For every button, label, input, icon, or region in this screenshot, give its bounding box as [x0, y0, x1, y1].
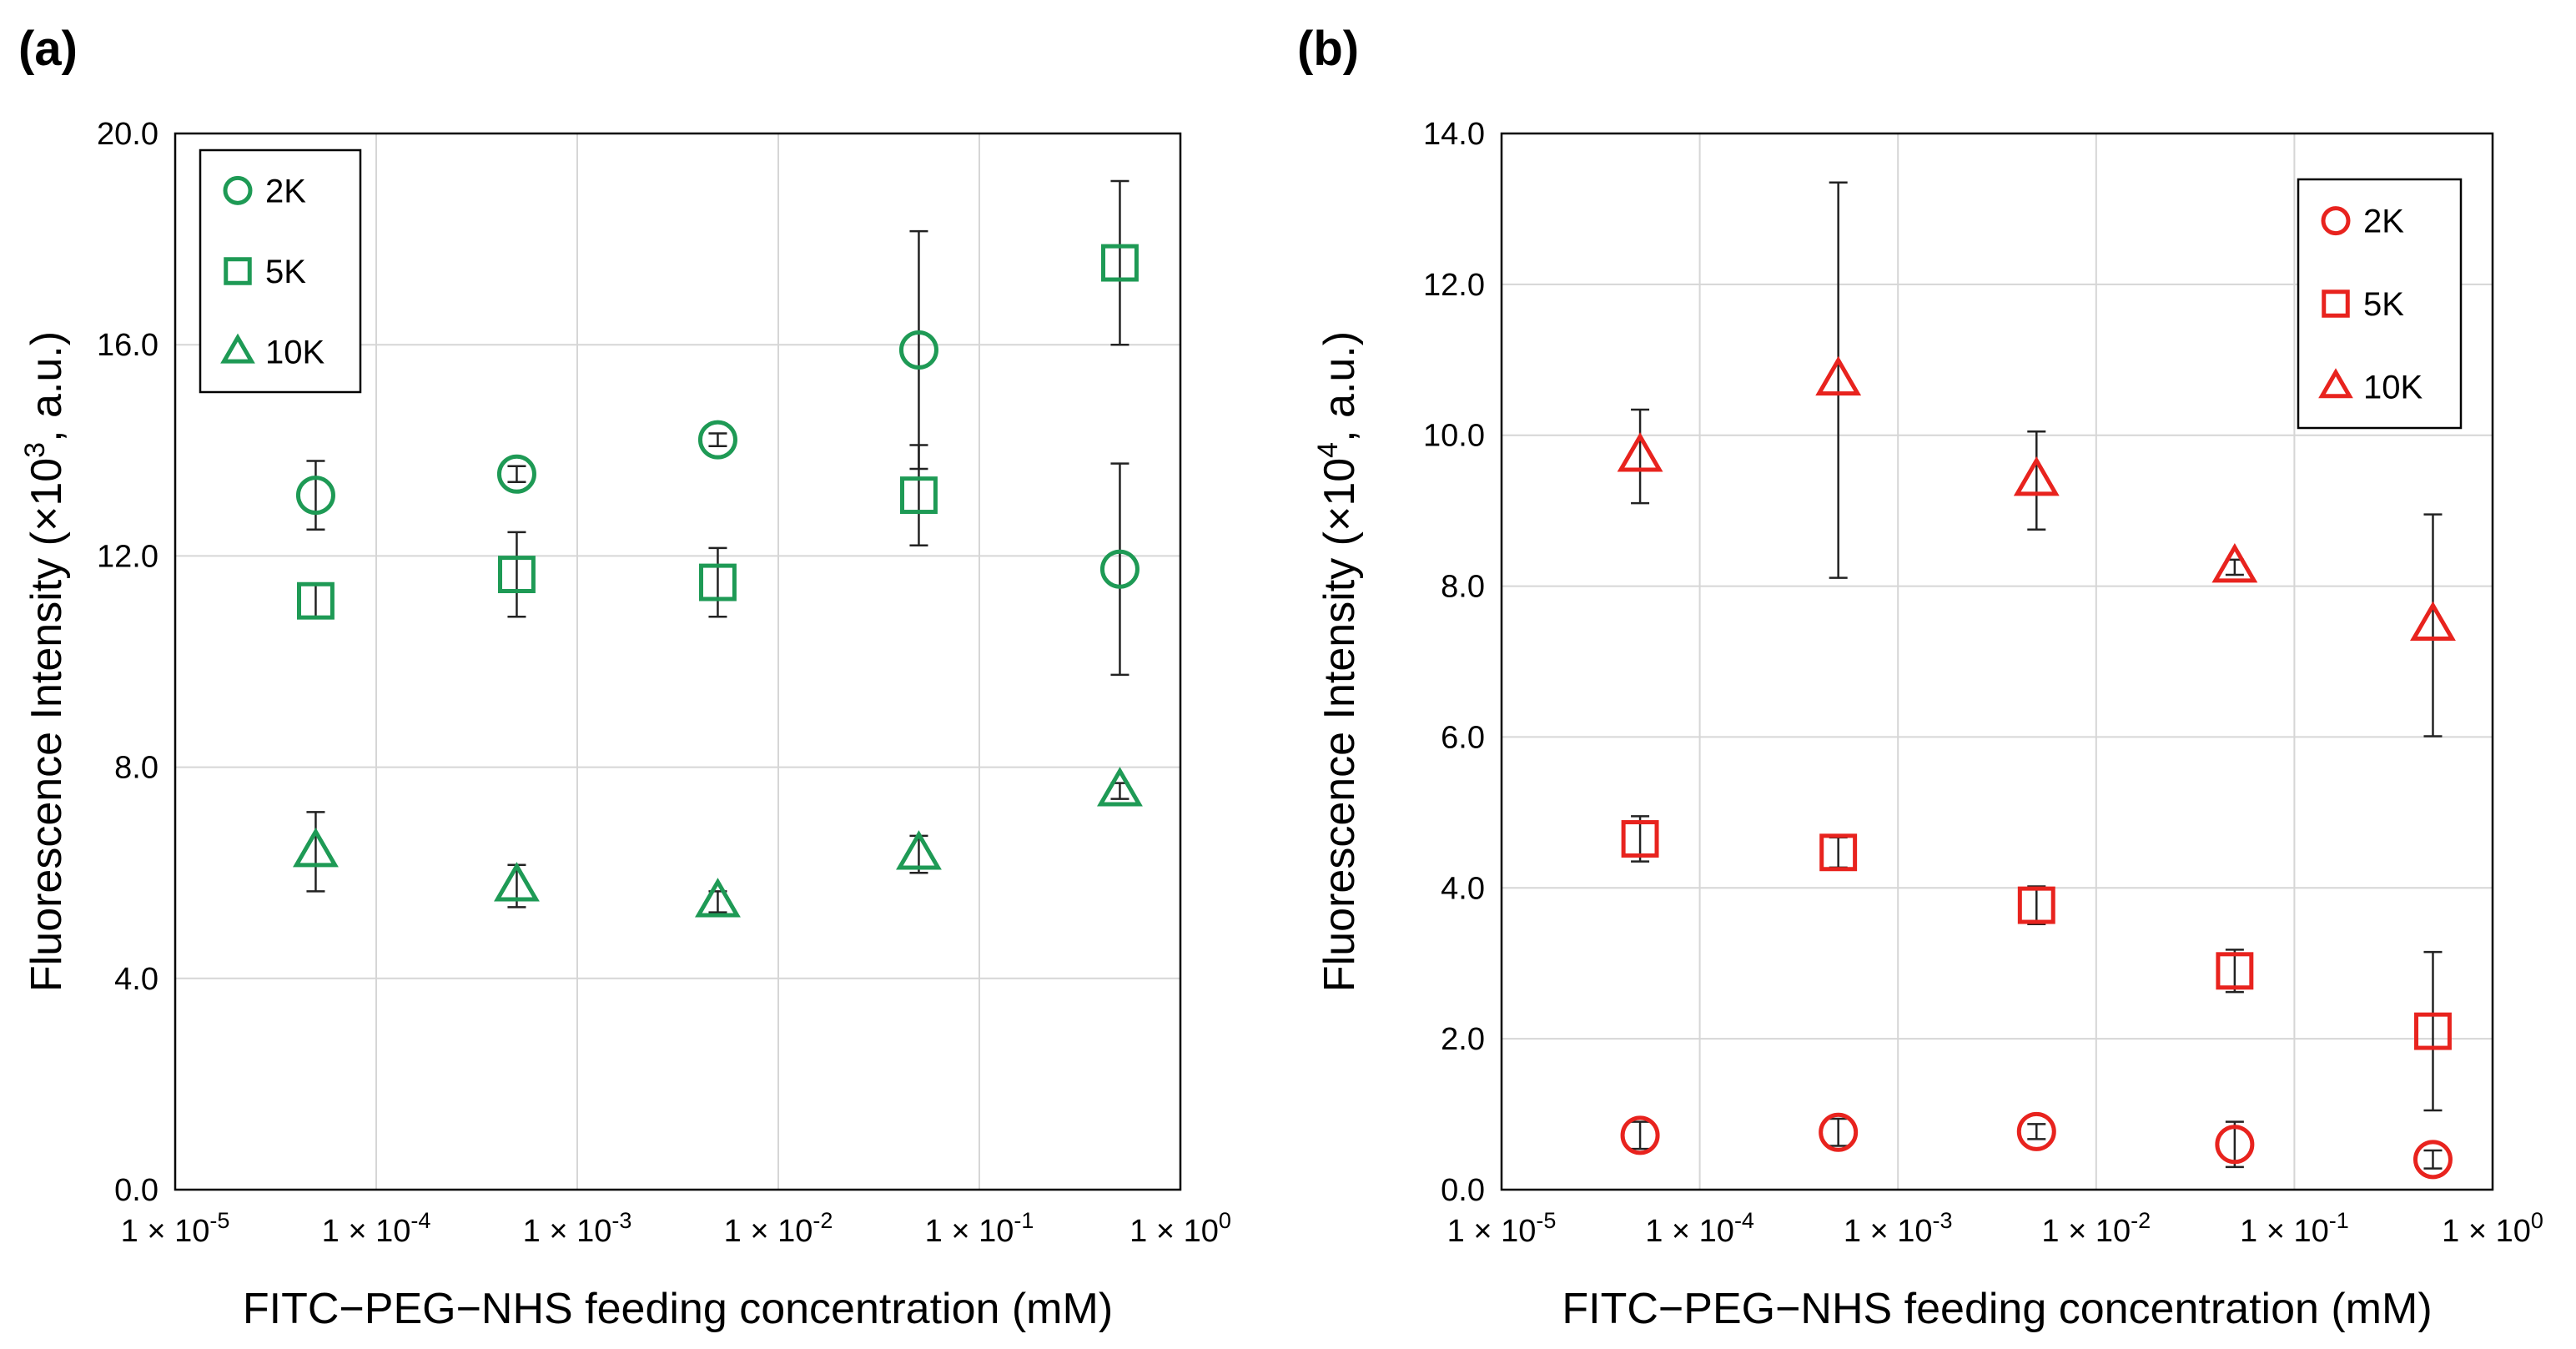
- data-point-5K: [2414, 1012, 2452, 1050]
- x-tick-label: 1 × 10-5: [121, 1208, 230, 1249]
- legend-marker-10K: [2318, 368, 2353, 399]
- y-tick-label: 0.0: [114, 1173, 158, 1208]
- legend: 2K 5K 10K: [199, 148, 362, 394]
- data-point-5K: [1101, 244, 1139, 282]
- y-tick-label: 16.0: [97, 328, 158, 363]
- legend-label: 10K: [2363, 369, 2423, 405]
- data-point-10K: [2013, 456, 2060, 496]
- data-point-2K: [1819, 1112, 1859, 1152]
- legend-marker-5K: [2322, 289, 2350, 318]
- data-point-2K: [496, 454, 536, 494]
- x-tick-label: 1 × 10-1: [925, 1208, 1034, 1249]
- data-point-5K: [1819, 833, 1858, 872]
- x-tick-label: 1 × 10-2: [2041, 1208, 2151, 1249]
- data-point-5K: [1621, 820, 1659, 858]
- panel-letter: (a): [18, 22, 78, 76]
- data-point-2K: [898, 330, 938, 370]
- panel-a: (a) 0.0 4.0 8.0 12.0 16.0 20.0 1 × 10-5 1 × 10-4…: [18, 22, 1231, 1333]
- y-tick-label: 0.0: [1441, 1173, 1485, 1208]
- data-point-10K: [494, 862, 540, 902]
- y-tick-label: 14.0: [1423, 117, 1485, 152]
- data-point-5K: [297, 581, 335, 620]
- x-tick-label: 1 × 10-5: [1447, 1208, 1557, 1249]
- series-2K: [295, 229, 1140, 677]
- data-point-10K: [896, 830, 942, 870]
- legend-label: 5K: [2363, 286, 2404, 323]
- x-tick-label: 1 × 10-3: [523, 1208, 632, 1249]
- plot-frame: [1500, 132, 2494, 1191]
- x-tick-label: 1 × 10-4: [322, 1208, 431, 1249]
- x-tick-label: 1 × 100: [2442, 1208, 2543, 1249]
- legend: 2K 5K 10K: [2297, 178, 2463, 430]
- y-tick-label: 10.0: [1423, 419, 1485, 454]
- data-point-5K: [498, 556, 536, 594]
- data-point-2K: [1620, 1115, 1660, 1155]
- data-point-5K: [2017, 886, 2055, 924]
- x-tick-label: 1 × 100: [1130, 1208, 1231, 1249]
- data-point-10K: [1617, 432, 1663, 472]
- data-point-10K: [1815, 355, 1862, 396]
- legend-label: 10K: [265, 335, 325, 371]
- data-point-2K: [2412, 1140, 2453, 1180]
- data-point-10K: [293, 827, 339, 868]
- x-axis-title: FITC−PEG−NHS feeding concentration (mM): [1562, 1285, 2432, 1333]
- panel-letter: (b): [1297, 22, 1359, 76]
- series-5K: [297, 179, 1139, 620]
- data-point-5K: [699, 563, 737, 602]
- x-tick-label: 1 × 10-4: [1645, 1208, 1754, 1249]
- series-2K: [1620, 1111, 2453, 1180]
- y-tick-label: 12.0: [97, 539, 158, 574]
- panel-b: (b) 0.0 2.0 4.0 6.0 8.0 10.0 12.0 14.0 1 × 10-5 1 …: [1297, 22, 2543, 1333]
- data-point-2K: [2016, 1111, 2056, 1151]
- series-10K: [293, 767, 1143, 918]
- data-point-5K: [900, 476, 938, 515]
- data-point-10K: [2410, 601, 2456, 642]
- legend-marker-2K: [2321, 206, 2351, 236]
- y-tick-label: 8.0: [114, 751, 158, 786]
- legend-marker-5K: [224, 257, 252, 285]
- legend-label: 5K: [265, 254, 306, 290]
- y-tick-label: 8.0: [1441, 570, 1485, 605]
- y-axis-title: Fluorescence Intensity (×104, a.u.): [1312, 331, 1364, 992]
- series-10K: [1617, 181, 2456, 737]
- legend-label: 2K: [265, 173, 306, 209]
- data-point-2K: [1099, 549, 1140, 589]
- y-tick-label: 12.0: [1423, 268, 1485, 303]
- y-tick-label: 20.0: [97, 117, 158, 152]
- data-point-10K: [1097, 767, 1143, 807]
- x-tick-label: 1 × 10-3: [1844, 1208, 1953, 1249]
- data-point-2K: [295, 476, 335, 516]
- data-point-2K: [697, 420, 737, 460]
- series-5K: [1621, 815, 2452, 1112]
- y-tick-label: 2.0: [1441, 1022, 1485, 1057]
- x-tick-label: 1 × 10-2: [724, 1208, 833, 1249]
- legend-label: 2K: [2363, 204, 2404, 240]
- y-tick-label: 6.0: [1441, 720, 1485, 755]
- x-axis-title: FITC−PEG−NHS feeding concentration (mM): [243, 1285, 1113, 1333]
- legend-marker-2K: [223, 175, 253, 205]
- y-tick-label: 4.0: [1441, 871, 1485, 906]
- data-point-5K: [2216, 952, 2254, 990]
- data-point-10K: [2211, 543, 2258, 583]
- data-point-2K: [2215, 1125, 2255, 1165]
- y-tick-label: 4.0: [114, 962, 158, 997]
- y-axis-title: Fluorescence Intensity (×103, a.u.): [19, 331, 71, 992]
- x-tick-label: 1 × 10-1: [2240, 1208, 2349, 1249]
- plot-frame: [174, 132, 1182, 1191]
- data-point-10K: [695, 878, 741, 918]
- legend-marker-10K: [220, 333, 255, 364]
